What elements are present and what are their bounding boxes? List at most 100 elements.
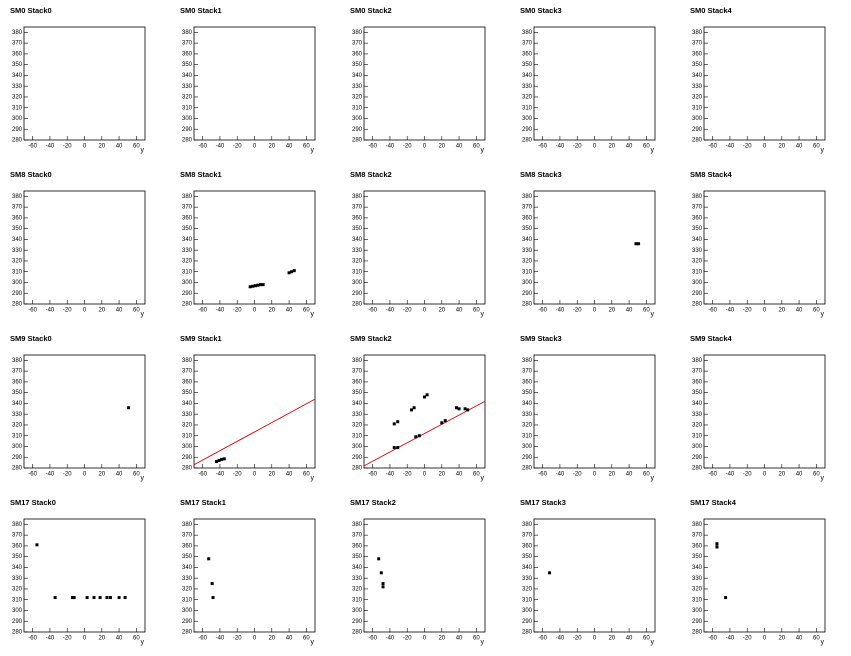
y-tick-label: 370	[182, 205, 193, 211]
frame	[193, 354, 316, 469]
panel: SM8 Stack1 -60 -40 -20 0 20 40 60 280 290 300 310 32…	[180, 170, 316, 318]
y-tick-label: 330	[352, 576, 363, 582]
y-tick-label: 290	[12, 291, 23, 297]
y-tick-label: 360	[182, 51, 193, 57]
x-tick-label: 20	[98, 144, 105, 150]
x-axis-label: y	[651, 147, 655, 154]
y-tick-label: 300	[522, 444, 533, 450]
frame	[23, 26, 146, 141]
panel-title: SM8 Stack3	[520, 170, 562, 179]
y-tick-label: 290	[12, 127, 23, 133]
x-axis-label: y	[311, 639, 315, 646]
x-tick-label: 60	[133, 308, 140, 314]
panel: SM9 Stack1 -60 -40 -20 0 20 40 60 280 290 300 310 32…	[180, 334, 316, 482]
panel-title: SM9 Stack3	[520, 334, 562, 343]
y-tick-label: 310	[692, 597, 703, 603]
frame	[703, 518, 826, 633]
y-tick-label: 300	[692, 280, 703, 286]
x-tick-label: 40	[796, 144, 803, 150]
y-tick-label: 370	[692, 41, 703, 47]
x-tick-label: -40	[216, 472, 225, 478]
y-tick-label: 280	[692, 138, 703, 144]
point	[634, 242, 638, 246]
x-tick-label: -60	[708, 472, 717, 478]
y-tick-label: 340	[522, 73, 533, 79]
point	[425, 393, 429, 397]
y-tick-label: 380	[522, 358, 533, 364]
x-tick-label: 20	[268, 308, 275, 314]
x-tick-label: -20	[63, 636, 72, 642]
point	[292, 269, 296, 273]
x-axis-label: y	[481, 475, 485, 482]
panel-title: SM9 Stack2	[350, 334, 392, 343]
x-tick-label: -60	[368, 636, 377, 642]
y-tick-label: 350	[692, 62, 703, 68]
x-axis-label: y	[821, 639, 825, 646]
y-tick-label: 350	[352, 554, 363, 560]
y-tick-label: 300	[352, 608, 363, 614]
x-tick-label: -40	[46, 636, 55, 642]
x-tick-label: -20	[573, 472, 582, 478]
y-tick-label: 350	[352, 390, 363, 396]
y-tick-label: 350	[12, 390, 23, 396]
x-tick-label: -20	[233, 144, 242, 150]
x-tick-label: -40	[46, 308, 55, 314]
y-tick-label: 310	[352, 269, 363, 275]
y-tick-label: 370	[692, 533, 703, 539]
x-tick-label: 60	[473, 636, 480, 642]
panel-title: SM17 Stack3	[520, 498, 566, 507]
y-tick-label: 340	[12, 73, 23, 79]
panel-title: SM17 Stack0	[10, 498, 56, 507]
y-tick-label: 310	[352, 105, 363, 111]
panel: SM9 Stack3 -60 -40 -20 0 20 40 60 280 290 300 310 32…	[520, 334, 656, 482]
x-tick-label: 60	[133, 144, 140, 150]
point	[211, 596, 215, 600]
x-tick-label: -20	[743, 144, 752, 150]
y-tick-label: 280	[352, 302, 363, 308]
y-tick-label: 320	[12, 587, 23, 593]
y-tick-label: 290	[692, 455, 703, 461]
x-tick-label: 0	[83, 636, 87, 642]
point	[98, 596, 102, 600]
point	[70, 596, 74, 600]
y-tick-label: 290	[352, 619, 363, 625]
y-tick-label: 310	[522, 597, 533, 603]
x-axis-label: y	[141, 311, 145, 318]
panel-title: SM17 Stack2	[350, 498, 396, 507]
y-tick-label: 330	[182, 412, 193, 418]
point	[287, 271, 291, 275]
panel: SM0 Stack4 -60 -40 -20 0 20 40 60 280 290 300 310 32…	[690, 6, 826, 154]
x-tick-label: 0	[593, 144, 597, 150]
y-tick-label: 370	[182, 41, 193, 47]
x-tick-label: 0	[83, 472, 87, 478]
x-tick-label: 40	[116, 144, 123, 150]
y-tick-label: 300	[12, 608, 23, 614]
y-tick-label: 330	[692, 248, 703, 254]
y-tick-label: 330	[692, 84, 703, 90]
x-tick-label: 0	[423, 308, 427, 314]
point	[392, 422, 396, 426]
x-tick-label: -20	[403, 144, 412, 150]
y-tick-label: 300	[692, 608, 703, 614]
point	[253, 284, 257, 288]
y-tick-label: 370	[352, 41, 363, 47]
x-tick-label: 60	[813, 472, 820, 478]
y-tick-label: 380	[182, 30, 193, 36]
x-tick-label: 0	[593, 636, 597, 642]
y-tick-label: 330	[522, 576, 533, 582]
frame	[363, 26, 486, 141]
y-tick-label: 360	[522, 215, 533, 221]
panel: SM8 Stack4 -60 -40 -20 0 20 40 60 280 290 300 310 32…	[690, 170, 826, 318]
point	[466, 408, 470, 412]
x-tick-label: -20	[573, 636, 582, 642]
y-tick-label: 330	[182, 84, 193, 90]
x-tick-label: 40	[626, 144, 633, 150]
y-tick-label: 370	[522, 369, 533, 375]
y-tick-label: 300	[182, 444, 193, 450]
point	[410, 408, 414, 412]
y-tick-label: 280	[182, 466, 193, 472]
y-tick-label: 320	[522, 587, 533, 593]
point	[220, 457, 224, 461]
x-tick-label: 0	[763, 144, 767, 150]
